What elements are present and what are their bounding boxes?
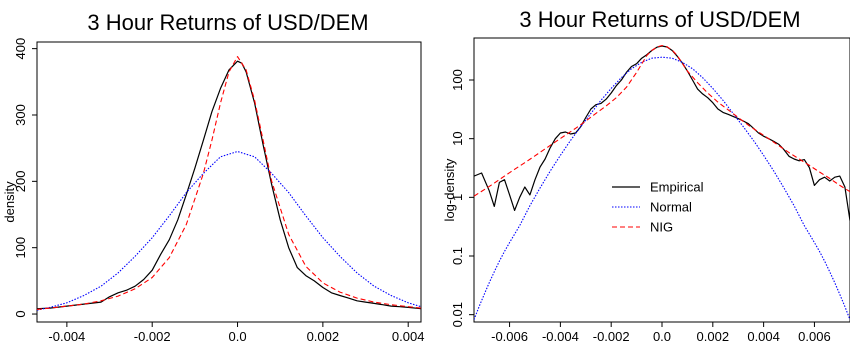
log-density-nig-line bbox=[474, 44, 850, 197]
log-density-series-group bbox=[474, 44, 850, 320]
density-x-tick-label: 0.004 bbox=[392, 329, 425, 344]
density-y-axis-label: density bbox=[2, 181, 17, 223]
log-density-x-tick-label: -0.006 bbox=[491, 329, 528, 344]
log-density-y-tick-label: 0.1 bbox=[450, 247, 465, 265]
legend-nig-label: NIG bbox=[650, 220, 673, 235]
density-y-axis: 0 100 200 300 400 bbox=[13, 38, 37, 318]
density-nig-line bbox=[37, 56, 421, 310]
density-x-tick-label: -0.004 bbox=[48, 329, 85, 344]
density-y-tick-label: 100 bbox=[13, 237, 28, 259]
density-chart-title: 3 Hour Returns of USD/DEM bbox=[87, 10, 368, 35]
log-density-chart-title: 3 Hour Returns of USD/DEM bbox=[519, 7, 800, 32]
log-density-x-tick-label: 0.006 bbox=[798, 329, 831, 344]
density-x-tick-label: 0.002 bbox=[307, 329, 340, 344]
log-density-empirical-line bbox=[474, 45, 850, 221]
log-density-panel: 3 Hour Returns of USD/DEM log-density -0… bbox=[442, 7, 850, 344]
log-density-x-tick-label: -0.004 bbox=[542, 329, 579, 344]
density-x-tick-label: 0.0 bbox=[228, 329, 246, 344]
log-density-x-axis: -0.006 -0.004 -0.002 0.0 0.002 0.004 0.006 bbox=[491, 322, 831, 344]
density-series-group bbox=[37, 56, 421, 311]
log-density-x-tick-label: 0.004 bbox=[747, 329, 780, 344]
density-empirical-line bbox=[37, 60, 421, 310]
density-normal-line bbox=[37, 150, 421, 311]
legend-empirical-label: Empirical bbox=[650, 180, 704, 195]
log-density-y-axis-label: log-density bbox=[442, 158, 457, 221]
density-y-tick-label: 200 bbox=[13, 170, 28, 192]
density-panel: 3 Hour Returns of USD/DEM density -0.004… bbox=[2, 10, 424, 344]
log-density-y-tick-label: 100 bbox=[450, 69, 465, 91]
log-density-y-tick-label: 0.01 bbox=[450, 302, 465, 327]
legend: Empirical Normal NIG bbox=[612, 180, 704, 235]
log-density-y-axis: 0.01 0.1 1 10 100 bbox=[450, 69, 474, 327]
density-y-tick-label: 0 bbox=[13, 310, 28, 317]
density-x-axis: -0.004 -0.002 0.0 0.002 0.004 bbox=[48, 322, 424, 344]
log-density-x-tick-label: -0.002 bbox=[593, 329, 630, 344]
log-density-x-tick-label: 0.0 bbox=[653, 329, 671, 344]
density-y-tick-label: 300 bbox=[13, 104, 28, 126]
log-density-y-tick-label: 1 bbox=[450, 194, 465, 201]
legend-normal-label: Normal bbox=[650, 200, 692, 215]
density-y-tick-label: 400 bbox=[13, 38, 28, 60]
density-plot-frame bbox=[36, 41, 422, 323]
density-x-tick-label: -0.002 bbox=[134, 329, 171, 344]
log-density-y-tick-label: 10 bbox=[450, 131, 465, 145]
log-density-x-tick-label: 0.002 bbox=[697, 329, 730, 344]
